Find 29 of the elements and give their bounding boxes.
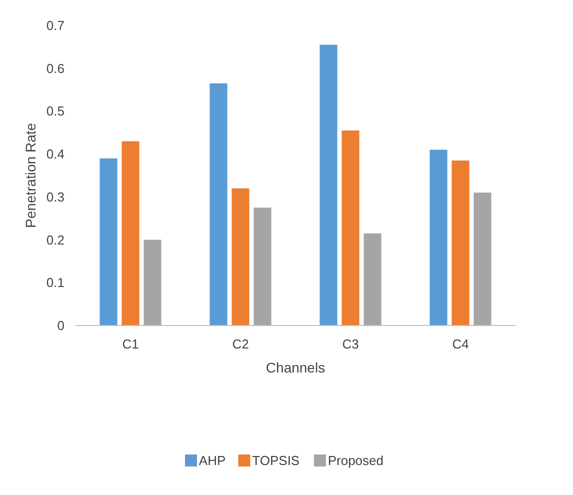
y-tick-label: 0.5 xyxy=(46,104,65,119)
bar xyxy=(342,130,360,326)
bar xyxy=(474,192,492,326)
bar xyxy=(210,83,228,326)
bar xyxy=(100,158,118,326)
x-tick-label: C4 xyxy=(452,336,469,352)
y-tick-label: 0.3 xyxy=(46,189,65,204)
x-axis-title: Channels xyxy=(266,360,326,376)
y-tick-label: 0.7 xyxy=(46,18,65,33)
bar xyxy=(254,208,272,326)
bar xyxy=(232,188,250,326)
y-tick-label: 0.4 xyxy=(46,146,65,162)
bar xyxy=(452,160,470,326)
bar xyxy=(430,150,448,326)
legend-label: AHP xyxy=(198,453,226,468)
y-tick-label: 0.6 xyxy=(46,60,65,76)
bar xyxy=(144,240,162,326)
x-tick-label: C3 xyxy=(342,336,359,352)
x-tick-label: C1 xyxy=(122,336,139,352)
bar xyxy=(320,44,338,326)
x-tick-label: C2 xyxy=(232,336,249,352)
y-tick-label: 0.2 xyxy=(46,232,65,248)
y-tick-label: 0 xyxy=(57,318,65,333)
bar xyxy=(122,141,140,326)
y-axis-title: Penetration Rate xyxy=(22,122,38,228)
y-tick-label: 0.1 xyxy=(46,275,65,290)
legend-label: Proposed xyxy=(328,453,384,468)
bar xyxy=(364,233,382,326)
legend-label: TOPSIS xyxy=(252,453,300,468)
